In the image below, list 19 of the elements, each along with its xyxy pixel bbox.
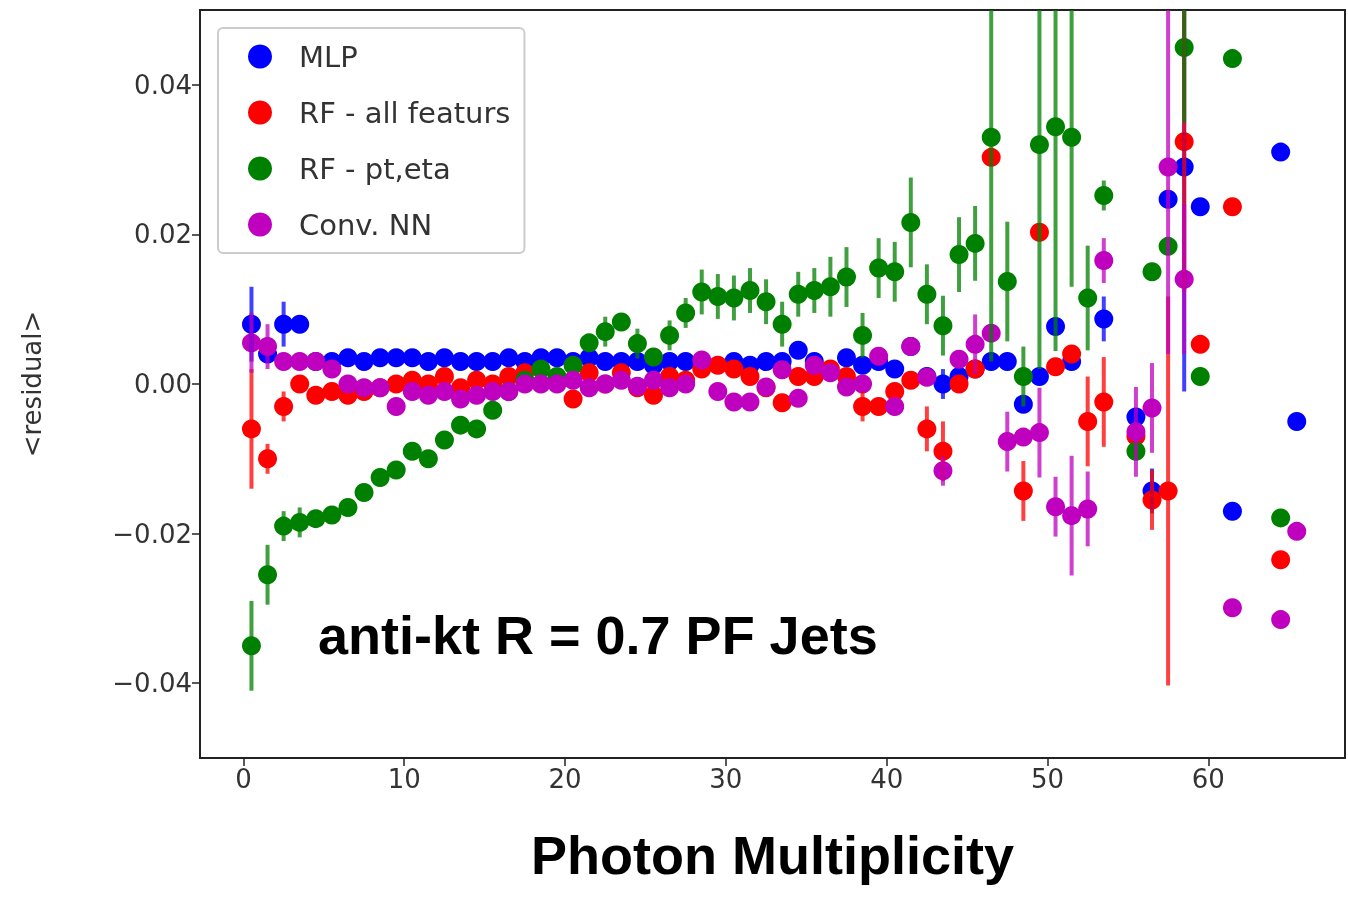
y-tick-label: −0.04 (112, 668, 192, 699)
y-tick-label: −0.02 (112, 518, 192, 549)
x-tick-label: 40 (870, 764, 904, 794)
legend-label: RF - all featurs (299, 95, 511, 130)
x-tick-label: 10 (387, 764, 421, 794)
x-tick-label: 20 (548, 764, 582, 794)
legend-label: Conv. NN (299, 207, 433, 242)
legend-label: RF - pt,eta (299, 151, 451, 186)
legend-label: MLP (299, 39, 358, 74)
y-axis-title: <residual> (17, 310, 47, 458)
x-tick-label: 30 (709, 764, 743, 794)
annotation: anti-kt R = 0.7 PF Jets (318, 605, 878, 665)
x-axis-title: Photon Multiplicity (531, 825, 1014, 885)
y-tick-label: 0.02 (134, 219, 192, 250)
y-tick-label: 0.00 (134, 369, 192, 399)
y-tick-label: 0.04 (134, 69, 192, 100)
x-tick-label: 50 (1030, 764, 1065, 794)
x-tick-label: 60 (1191, 764, 1225, 794)
x-tick-label: 0 (235, 764, 252, 794)
